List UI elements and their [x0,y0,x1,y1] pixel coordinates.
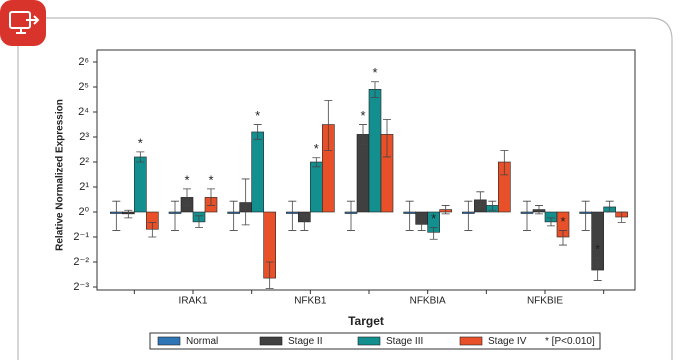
error-bar [441,205,450,215]
error-bar [183,188,191,206]
error-bar [500,150,509,176]
error-bar [371,81,379,98]
error-bar [288,200,297,231]
x-axis-label: Target [348,314,384,328]
legend-label: Normal [186,336,218,347]
bar [368,89,382,213]
error-bar [359,124,367,145]
error-bar [324,100,333,151]
error-bar [171,200,179,231]
error-bar [535,205,543,215]
bar [134,156,147,213]
plot-border [96,49,636,291]
legend-note: * [P<0.010] [545,336,595,347]
significance-mark: * [184,172,189,187]
significance-mark: * [595,241,600,256]
error-bar [265,261,274,289]
x-tick-label: NFKBIE [527,296,563,307]
error-bar [429,227,438,240]
significance-mark: * [560,214,565,229]
bar [251,131,264,213]
y-tick-label: 2⁻² [73,256,89,268]
y-tick-label: 2⁴ [78,106,89,118]
error-bar [617,211,626,223]
significance-mark: * [138,135,143,150]
significance-mark: * [360,108,365,123]
significance-mark: * [208,172,213,187]
error-bar [581,200,590,231]
significance-mark: * [255,108,260,123]
legend-swatch [459,336,483,346]
error-bar [195,215,203,228]
legend-swatch [259,336,283,346]
error-bar [148,221,157,238]
error-bar [241,178,250,226]
error-bar [547,217,555,227]
significance-mark: * [431,211,436,226]
significance-mark: * [314,141,319,156]
y-tick-label: 2⁵ [78,81,89,93]
legend-label: Stage III [386,336,423,347]
legend-label: Stage IV [488,336,527,347]
x-tick-label: NFKB1 [294,296,327,307]
bar [356,134,370,213]
error-bar [523,200,531,231]
significance-mark: * [372,65,377,80]
frame [40,17,673,360]
error-bar [124,209,133,219]
y-tick-label: 2¹ [79,181,89,193]
error-bar [383,119,391,158]
error-bar [488,200,497,211]
y-tick-label: 2⁶ [78,56,89,68]
app-icon [0,0,46,46]
error-bar [417,217,426,231]
error-bar [112,200,121,231]
legend-label: Stage II [288,336,322,347]
error-bar [300,215,309,231]
error-bar [605,200,614,213]
error-bar [405,200,414,231]
x-tick-label: NFKBIA [410,296,446,307]
error-bar [593,257,602,281]
legend-swatch [357,336,381,346]
error-bar [559,230,567,246]
bar [310,161,323,213]
y-tick-label: 2² [79,156,89,168]
error-bar [136,151,145,163]
x-tick-label: IRAK1 [179,296,208,307]
error-bar [312,157,321,168]
y-axis-label: Relative Normalized Expression [55,99,66,251]
y-tick-label: 2³ [79,131,89,143]
error-bar [464,200,473,231]
error-bar [229,200,238,231]
y-tick-label: 2⁻¹ [73,231,89,243]
y-tick-label: 2⁻³ [73,281,89,293]
error-bar [253,124,262,140]
y-tick-label: 2⁰ [78,206,89,218]
error-bar [207,188,215,206]
legend-swatch [157,336,181,346]
error-bar [476,191,485,208]
error-bar [347,200,355,231]
